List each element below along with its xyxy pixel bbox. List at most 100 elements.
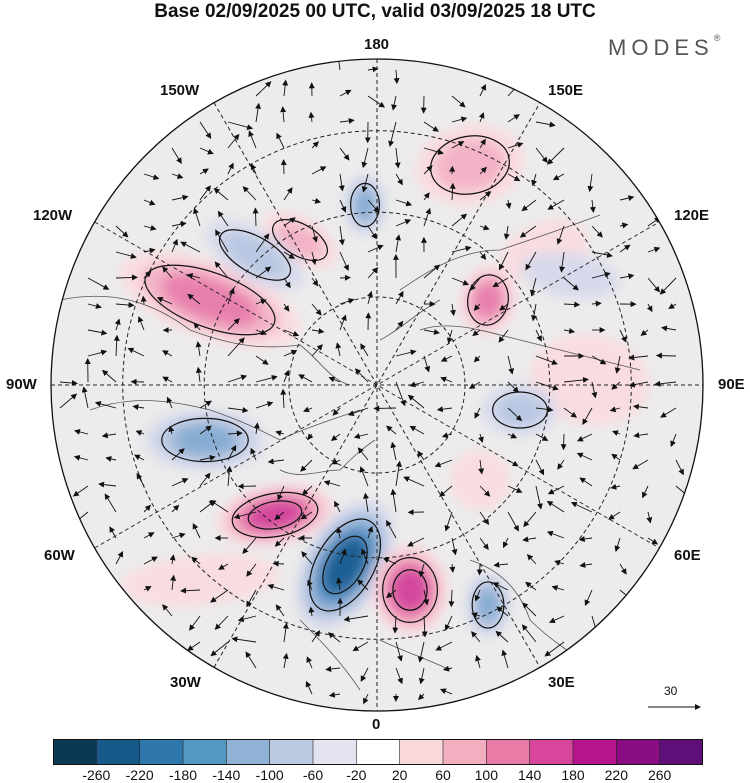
wind-vector: [360, 667, 369, 682]
wind-vector: [544, 641, 565, 657]
wind-vector: [546, 147, 565, 165]
colorbar-tick-label: 100: [474, 767, 498, 783]
anomaly-alaska-positive: [119, 251, 301, 349]
wind-vector: [104, 493, 117, 513]
wind-vector: [507, 485, 523, 493]
lon-label-60e: 60E: [674, 547, 701, 564]
wind-vector: [193, 322, 201, 331]
wind-vector: [546, 500, 565, 513]
wind-vector: [451, 277, 470, 286]
wind-vector: [449, 303, 456, 317]
wind-vector: [300, 511, 313, 520]
wind-vector: [417, 450, 425, 461]
wind-vector: [282, 79, 289, 97]
wind-vector: [535, 147, 548, 163]
wind-vector: [563, 277, 579, 291]
wind-vector: [115, 251, 137, 259]
wind-vector: [423, 121, 439, 132]
lon-label-120e: 120E: [674, 207, 710, 224]
wind-vector: [227, 430, 243, 437]
wind-vector: [339, 298, 355, 305]
wind-vector: [339, 117, 355, 124]
wind-vector: [361, 173, 369, 193]
wind-vector: [526, 554, 537, 565]
wind-vector: [505, 199, 512, 210]
wind-vector: [474, 407, 481, 419]
colorbar-tick-label: -20: [346, 767, 367, 783]
wind-vector: [255, 329, 267, 335]
wind-vector: [628, 381, 649, 388]
anomaly-central-siberia-negative: [520, 251, 620, 299]
wind-vector: [418, 563, 425, 578]
wind-vector: [143, 270, 152, 279]
wind-vector: [478, 112, 485, 123]
wind-vector: [563, 376, 589, 383]
wind-vector: [143, 556, 158, 565]
wind-vector: [395, 219, 412, 227]
wind-vector: [227, 318, 240, 331]
wind-vector: [255, 299, 267, 305]
wind-vector: [563, 301, 581, 308]
wind-vector: [242, 537, 257, 555]
wind-vector: [339, 199, 347, 213]
wind-vector: [255, 102, 262, 123]
wind-vector: [250, 447, 257, 461]
wind-vector: [395, 641, 403, 662]
wind-vector: [227, 287, 235, 305]
wind-vector: [367, 244, 384, 253]
wind-vector: [101, 432, 117, 439]
wind-vector: [521, 624, 537, 643]
wind-vector: [522, 536, 537, 543]
wind-vector: [180, 241, 201, 253]
wind-vector: [479, 224, 490, 231]
wind-vector: [591, 355, 607, 365]
wind-vector: [475, 654, 481, 669]
wind-vector: [444, 511, 453, 532]
wind-vector: [245, 651, 257, 669]
wind-vector: [442, 665, 453, 672]
wind-vector: [195, 366, 202, 383]
wind-vector: [114, 318, 121, 331]
wind-vector: [436, 406, 453, 413]
wind-vector: [283, 217, 296, 227]
wind-vector: [559, 251, 566, 273]
wind-vector: [311, 277, 319, 287]
wind-vector: [267, 583, 285, 591]
colorbar-segment: [226, 739, 271, 765]
wind-vector: [421, 615, 428, 638]
wind-vector: [199, 400, 212, 409]
wind-vector: [563, 407, 577, 418]
registered-mark: ®: [713, 32, 721, 43]
colorbar-segment: [182, 739, 228, 765]
wind-vector: [252, 207, 259, 227]
wind-vector: [478, 459, 485, 475]
wind-vector: [386, 425, 397, 435]
wind-vector: [535, 406, 554, 413]
wind-vector: [171, 221, 187, 228]
wind-vector: [628, 354, 649, 361]
wind-vector: [554, 559, 565, 566]
wind-vector: [495, 630, 509, 643]
wind-vector: [213, 187, 229, 201]
wind-vector: [547, 485, 565, 495]
wind-vector: [170, 574, 177, 591]
wind-vector: [395, 199, 413, 207]
wind-vector: [579, 562, 593, 568]
wind-vector: [451, 537, 458, 556]
anomaly-north-atlantic-positive: [120, 554, 280, 606]
wind-vector: [308, 111, 315, 123]
wind-vector: [563, 327, 576, 334]
wind-vector: [439, 688, 453, 695]
wind-vector: [610, 483, 621, 490]
wind-vector: [311, 303, 322, 316]
wind-vector: [354, 368, 369, 383]
wind-vector: [171, 478, 189, 487]
wind-vector: [255, 266, 272, 279]
wind-vector: [274, 537, 285, 547]
wind-vector: [231, 636, 257, 643]
colorbar-tick-label: -220: [125, 767, 154, 783]
wind-vector: [301, 551, 313, 565]
wind-vector: [367, 95, 386, 108]
wind-vector: [582, 407, 593, 425]
wind-vector: [87, 277, 110, 290]
